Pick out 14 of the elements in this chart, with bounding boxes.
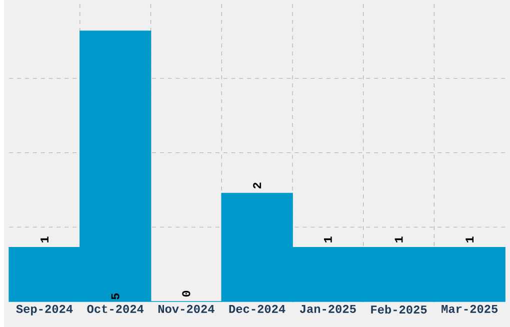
data-label: 1 xyxy=(466,236,474,242)
x-tick-label: Nov-2024 xyxy=(158,304,214,313)
data-label: 2 xyxy=(253,182,262,188)
x-tick-label: Mar-2025 xyxy=(442,304,498,313)
data-label: 1 xyxy=(394,236,403,242)
data-label: 5 xyxy=(111,293,120,300)
x-tick-label: Jan-2025 xyxy=(300,304,356,313)
x-tick-label: Sep-2024 xyxy=(16,304,73,316)
x-tick-label: Feb-2025 xyxy=(371,304,427,314)
x-tick-label: Oct-2024 xyxy=(87,304,144,313)
x-tick-label: Dec-2024 xyxy=(229,304,286,313)
data-label: 0 xyxy=(182,290,190,296)
data-label: 1 xyxy=(324,236,332,242)
data-label: 1 xyxy=(40,236,48,242)
